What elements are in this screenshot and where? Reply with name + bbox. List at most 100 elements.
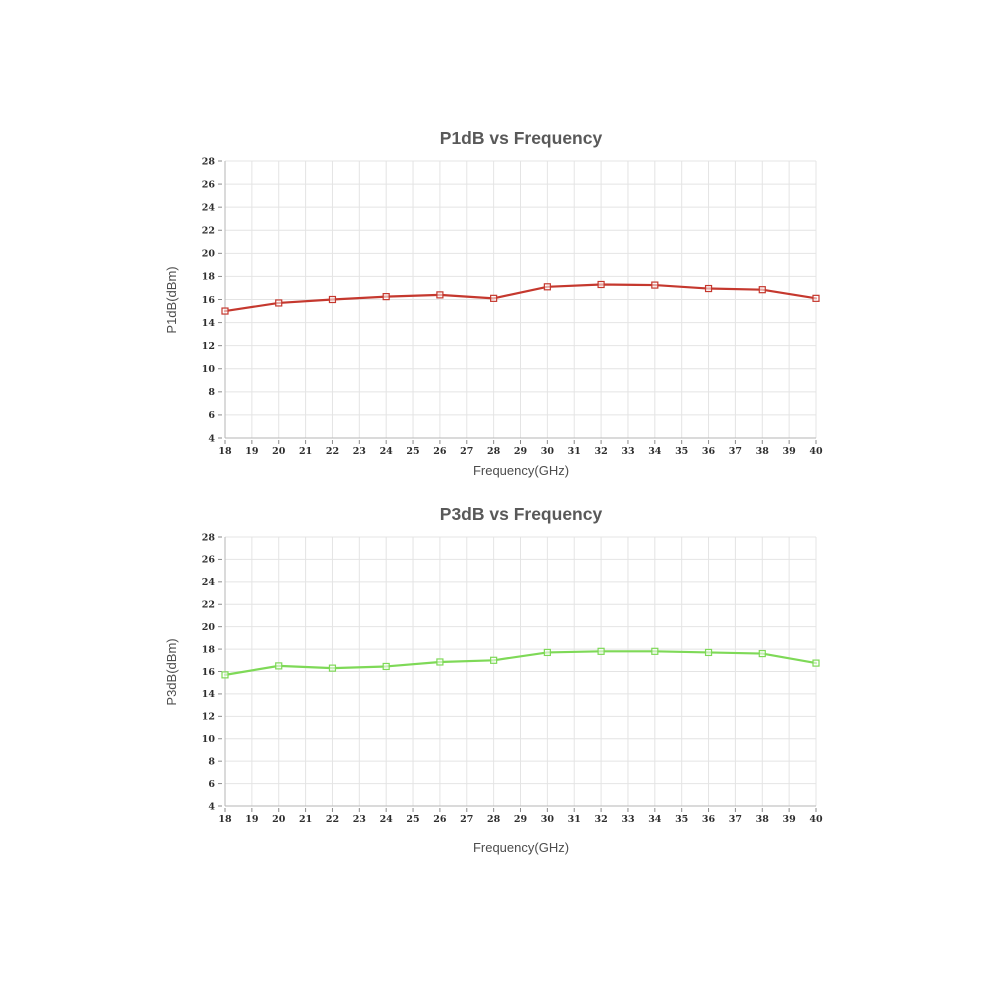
x-tick-label: 36 [702,446,716,457]
data-point-marker [436,291,444,299]
y-tick-label: 16 [202,295,216,306]
x-tick-label: 19 [245,446,259,457]
data-point-marker [490,656,498,664]
x-tick-label: 31 [568,814,581,825]
data-point-marker [221,307,229,315]
x-tick-label: 31 [568,446,581,457]
chart-p1db: P1dB vs Frequency Frequency(GHz) P1dB(dB… [164,128,823,478]
x-tick-label: 26 [433,814,447,825]
x-tick-label: 27 [460,814,473,825]
data-point-marker [543,648,551,657]
x-tick-label: 20 [272,814,286,825]
x-tick-label: 29 [514,814,528,825]
x-tick-label: 27 [460,446,473,457]
x-tick-label: 36 [702,814,716,825]
data-point-marker [382,293,390,301]
x-tick-label: 23 [353,814,366,825]
chart-title: P3dB vs Frequency [440,504,603,524]
y-tick-label: 8 [208,756,215,767]
y-tick-label: 12 [202,712,215,723]
x-tick-label: 40 [809,814,823,825]
y-tick-label: 26 [202,179,216,190]
x-tick-label: 32 [594,814,607,825]
y-axis-label: P3dB(dBm) [164,638,179,705]
data-point-marker [812,294,820,302]
data-point-marker [758,286,766,294]
data-point-marker [382,662,390,671]
x-tick-label: 22 [326,446,339,457]
x-tick-label: 21 [299,446,312,457]
y-tick-label: 12 [202,341,215,352]
x-tick-label: 33 [621,814,634,825]
y-tick-label: 4 [208,433,215,444]
x-tick-label: 18 [218,446,232,457]
data-point-marker [651,281,659,289]
y-tick-label: 22 [202,226,215,237]
x-tick-label: 38 [756,814,770,825]
data-point-marker [328,295,337,304]
y-tick-label: 22 [202,600,215,611]
x-axis-label: Frequency(GHz) [473,463,569,478]
x-tick-label: 32 [594,446,607,457]
x-tick-label: 37 [729,814,742,825]
x-tick-label: 35 [675,814,688,825]
plot-area: 4 6 8 10 12 14 16 18 20 22 24 26 28 18 19 20 21 22 23 24 25 2… [202,156,823,457]
x-tick-label: 25 [406,814,419,825]
chart-p3db: P3dB vs Frequency Frequency(GHz) P3dB(dB… [164,504,823,855]
y-tick-label: 14 [202,689,216,700]
x-tick-label: 29 [514,446,528,457]
series-line-p1db [223,283,818,313]
y-tick-label: 24 [202,202,216,213]
y-tick-label: 16 [202,667,216,678]
data-point-marker [704,284,713,293]
x-tick-label: 24 [380,814,394,825]
x-tick-label: 37 [729,446,742,457]
x-tick-label: 23 [353,446,366,457]
x-tick-label: 39 [783,446,797,457]
data-point-marker [275,662,283,670]
y-tick-label: 20 [202,249,216,260]
x-tick-label: 33 [621,446,634,457]
y-tick-label: 10 [202,364,216,375]
x-tick-label: 35 [675,446,688,457]
x-tick-label: 34 [648,814,662,825]
y-tick-label: 20 [202,622,216,633]
x-tick-label: 25 [406,446,419,457]
x-axis-label: Frequency(GHz) [473,840,569,855]
x-tick-label: 28 [487,446,501,457]
data-point-marker [275,299,283,307]
data-point-marker [812,659,820,667]
data-point-marker [597,280,605,289]
y-tick-label: 6 [208,779,215,790]
y-tick-label: 28 [202,532,216,543]
chart-title: P1dB vs Frequency [440,128,603,148]
x-tick-label: 34 [648,446,662,457]
y-tick-label: 8 [208,387,215,398]
data-point-marker [328,664,337,672]
y-tick-label: 4 [208,801,215,812]
data-point-marker [597,647,605,655]
y-tick-label: 10 [202,734,216,745]
x-tick-label: 30 [541,814,555,825]
x-tick-label: 39 [783,814,797,825]
data-point-marker [436,658,444,666]
x-tick-label: 28 [487,814,501,825]
x-tick-label: 22 [326,814,339,825]
data-point-marker [704,648,713,657]
y-tick-label: 26 [202,555,216,566]
data-point-marker [758,649,766,658]
x-tick-label: 26 [433,446,447,457]
y-tick-label: 14 [202,318,216,329]
x-tick-label: 19 [245,814,259,825]
x-tick-label: 21 [299,814,312,825]
x-tick-label: 30 [541,446,555,457]
x-tick-label: 18 [218,814,232,825]
x-tick-label: 24 [380,446,394,457]
data-point-marker [651,647,659,655]
data-point-marker [543,283,551,291]
x-tick-label: 20 [272,446,286,457]
data-point-marker [490,294,498,302]
x-tick-label: 40 [809,446,823,457]
